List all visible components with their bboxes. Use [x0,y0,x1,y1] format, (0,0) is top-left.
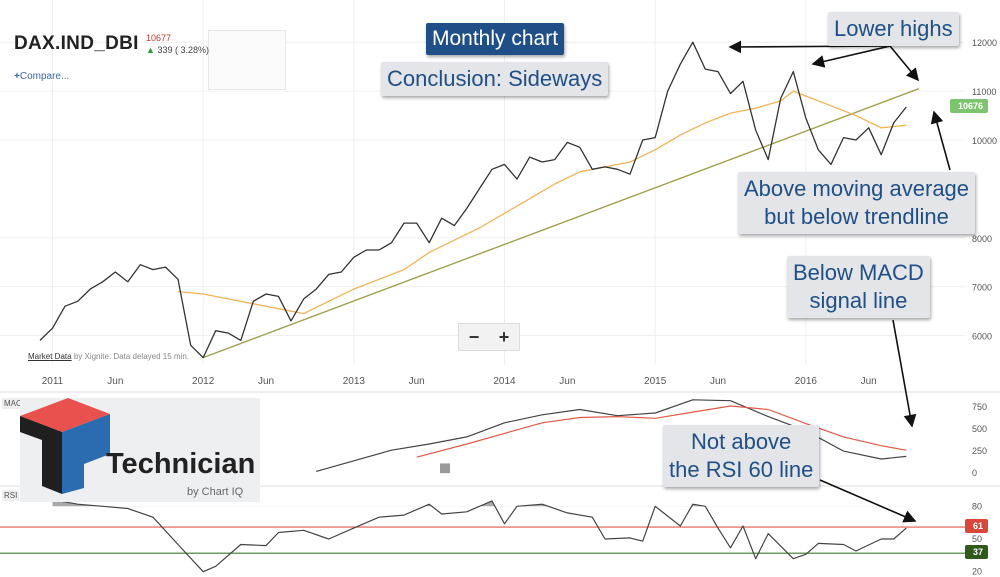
callout-lower-highs-text: Lower highs [834,16,953,41]
symbol-title: DAX.IND_DBI [14,33,139,54]
callout-moving-average: Above moving average but below trendline [738,172,976,234]
up-arrow-icon: ▲ [146,45,155,55]
rsi-lower-badge: 37 [964,545,988,560]
technician-logo: Technician by Chart IQ [20,398,260,502]
x-tick-label: 2014 [493,376,516,387]
annotation-arrow [889,45,920,82]
callout-rsi-line1: Not above [691,429,792,454]
technician-logo-icon [20,398,110,494]
callout-lower-highs: Lower highs [828,12,959,46]
price-grid: 2011 Jun 2012 Jun 2013 Jun 2014 Jun 2015 Jun 2016 J… [0,0,1000,487]
x-tick-label: Jun [409,376,425,387]
price-tick-label: 10000 [972,136,997,146]
callout-conclusion-text: Conclusion: Sideways [387,66,603,91]
rsi-upper-badge: 61 [964,519,988,534]
market-data-link[interactable]: Market Data [28,352,72,361]
range-selector-handle[interactable] [208,30,286,90]
x-tick-label: Jun [710,376,726,387]
rsi-tick-label: 80 [972,501,982,511]
last-value-badge: 10676 [949,98,988,113]
macd-histogram-bar [440,463,450,474]
annotation-arrow [819,479,917,523]
x-tick-label: 2013 [343,376,366,387]
rsi-line [52,499,907,573]
annotation-arrow [728,40,891,54]
zoom-controls: − + [458,323,520,351]
price-line [39,41,907,359]
plus-icon: + [14,71,20,82]
trendline [202,88,920,359]
x-tick-label: Jun [258,376,274,387]
logo-subtitle: by Chart IQ [187,486,244,498]
callout-rsi: Not above the RSI 60 line [663,425,820,487]
annotation-arrow [930,110,951,171]
compare-label: Compare... [19,71,70,82]
rsi-panel-tag[interactable]: RSI [2,490,20,501]
macd-tick-label: 500 [972,424,987,434]
price-tick-label: 6000 [972,332,992,342]
zoom-out-button[interactable]: − [468,326,480,347]
attribution-text: by Xignite. Data delayed 15 min. [73,352,189,361]
macd-tick-label: 250 [972,446,987,456]
macd-tick-label: 0 [972,468,977,478]
callout-moving-average-line2: but below trendline [764,204,949,229]
zoom-in-button[interactable]: + [498,326,510,347]
callout-rsi-line2: the RSI 60 line [669,457,814,482]
price-change: ▲ 339 ( 3.28%) [146,45,209,55]
macd-tick-label: 750 [972,402,987,412]
rsi-overbought-fill [52,499,907,507]
x-tick-label: Jun [559,376,575,387]
callout-macd-line2: signal line [809,288,908,313]
callout-title-text: Monthly chart [432,27,559,50]
x-tick-label: 2016 [795,376,818,387]
x-tick-label: 2011 [42,376,64,387]
x-tick-label: 2012 [192,376,215,387]
data-attribution: Market Data by Xignite. Data delayed 15 … [28,352,189,361]
compare-link[interactable]: +Compare... [14,71,69,82]
annotation-arrow [892,319,917,428]
callout-macd: Below MACD signal line [787,256,930,318]
annotation-arrow [811,45,891,68]
signal-line [416,405,907,458]
logo-title: Technician [106,448,256,480]
last-price: 10677 [146,33,172,43]
rsi-tick-label: 50 [972,534,982,544]
price-tick-label: 7000 [972,283,992,293]
x-tick-label: 2015 [644,376,667,387]
rsi-tick-label: 20 [972,567,982,577]
x-tick-label: Jun [861,376,877,387]
callout-macd-line1: Below MACD [793,260,924,285]
macd-grid: 0 250 500 750 [440,402,987,478]
callout-title: Monthly chart [426,23,565,55]
price-tick-label: 12000 [972,38,997,48]
annotation-arrows [728,40,951,523]
rsi-grid: 20 50 80 [0,499,982,577]
callout-conclusion: Conclusion: Sideways [381,62,609,96]
callout-moving-average-line1: Above moving average [744,176,970,201]
price-tick-label: 8000 [972,234,992,244]
x-tick-label: Jun [107,376,123,387]
macd-panel-tag[interactable]: MAC [2,398,24,409]
price-change-value: 339 ( 3.28%) [157,45,209,55]
moving-average-line [177,90,907,315]
price-tick-label: 11000 [972,87,996,97]
